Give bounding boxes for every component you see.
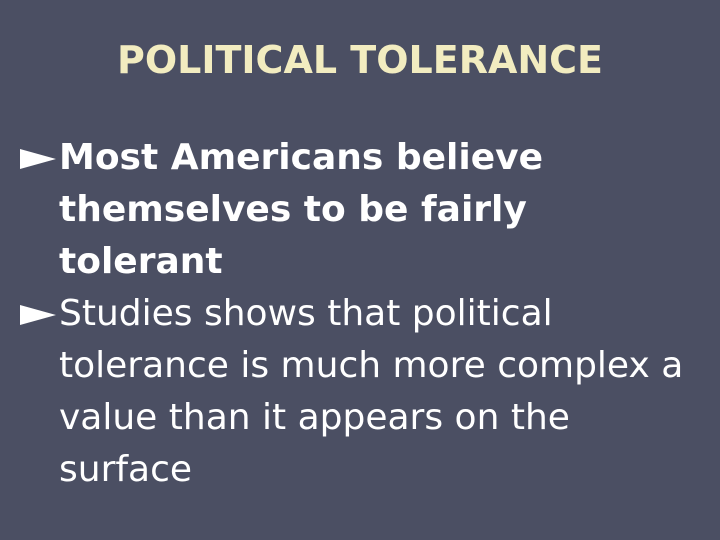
bullet-list: Most Americans believe themselves to be … [0,132,720,496]
bullet-marker [20,149,56,169]
bullet-text: Studies shows that political tolerance i… [59,293,684,490]
bullet-text: Most Americans believe themselves to be … [59,137,543,282]
slide-title: POLITICAL TOLERANCE [116,38,604,82]
bullet: Studies shows that political tolerance i… [0,288,699,496]
bullet: Most Americans believe themselves to be … [0,132,699,288]
bullet-marker [20,305,56,325]
